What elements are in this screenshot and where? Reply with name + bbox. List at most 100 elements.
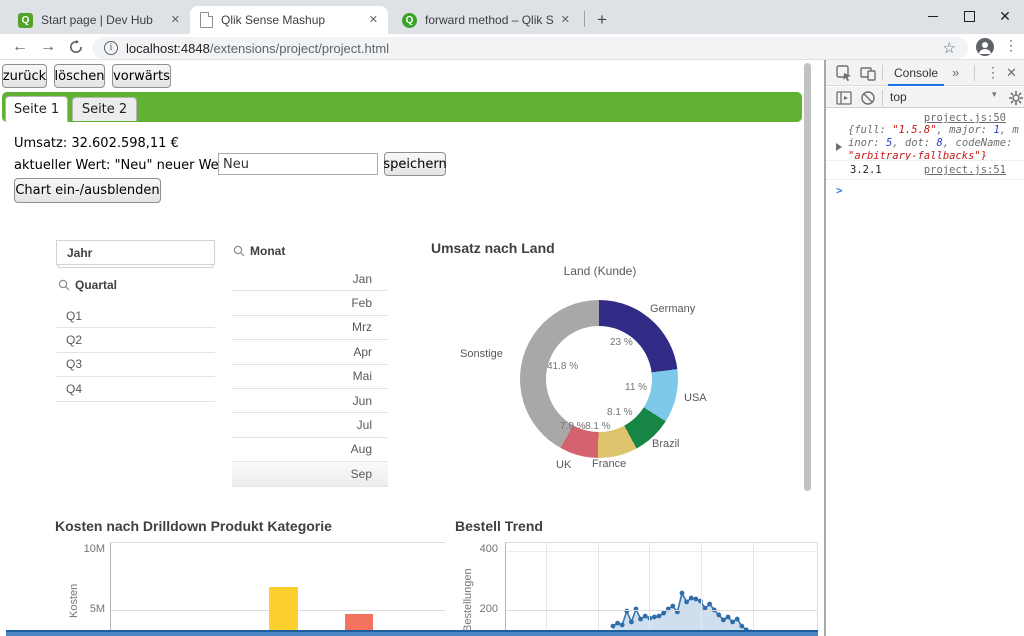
- more-tabs-icon[interactable]: »: [952, 65, 960, 80]
- donut-label: UK: [556, 459, 572, 471]
- url-text[interactable]: localhost:4848/extensions/project/projec…: [126, 40, 390, 56]
- qlik-devhub-favicon-icon: Q: [18, 12, 33, 28]
- list-item[interactable]: Sep: [232, 462, 388, 487]
- browser-tab-mashup[interactable]: Qlik Sense Mashup ✕: [190, 6, 388, 34]
- donut-label: USA: [684, 392, 707, 404]
- devtools-menu-icon[interactable]: ⋮: [986, 64, 1000, 80]
- donut-label: Germany: [650, 303, 696, 315]
- expand-object-icon[interactable]: [835, 143, 843, 151]
- toolbar-separator: [974, 65, 975, 81]
- tab-seite-2[interactable]: Seite 2: [72, 97, 137, 121]
- gridline: [598, 543, 599, 636]
- address-bar[interactable]: i localhost:4848/extensions/project/proj…: [92, 37, 968, 59]
- filter-jahr[interactable]: Jahr: [56, 240, 215, 265]
- search-icon: [58, 279, 70, 291]
- console-sidebar-icon[interactable]: [836, 90, 852, 106]
- reload-icon[interactable]: [64, 36, 88, 58]
- list-item[interactable]: Jan: [232, 267, 388, 292]
- close-tab-icon[interactable]: ✕: [170, 13, 180, 26]
- browser-tab-help[interactable]: Q forward method – Qlik Sense De ✕: [392, 6, 580, 34]
- bookmark-star-icon[interactable]: ☆: [942, 40, 956, 57]
- close-tab-icon[interactable]: ✕: [560, 13, 570, 26]
- devtools-close-icon[interactable]: ✕: [1006, 65, 1017, 80]
- donut-label: France: [592, 458, 627, 470]
- line-chart-plot[interactable]: [505, 542, 818, 636]
- tab-title: forward method – Qlik Sense De: [425, 13, 553, 27]
- list-item[interactable]: Apr: [232, 340, 388, 365]
- filter-quartal-header[interactable]: Quartal: [58, 278, 117, 292]
- minimize-window-icon[interactable]: [916, 0, 950, 32]
- donut-label: Brazil: [652, 438, 680, 450]
- console-prompt-icon[interactable]: >: [836, 184, 843, 197]
- donut-dimension-label: Land (Kunde): [563, 264, 637, 278]
- list-item[interactable]: Mrz: [232, 316, 388, 341]
- browser-menu-icon[interactable]: ⋮: [1004, 37, 1018, 53]
- neuer-wert-input[interactable]: [218, 153, 378, 175]
- list-item[interactable]: Feb: [232, 291, 388, 316]
- inspect-element-icon[interactable]: [836, 65, 852, 81]
- back-icon[interactable]: ←: [12, 38, 28, 55]
- list-item[interactable]: Aug: [232, 438, 388, 463]
- list-item[interactable]: Q2: [56, 328, 215, 353]
- filter-jahr-stack-edge: [58, 265, 213, 268]
- maximize-window-icon[interactable]: [952, 0, 986, 32]
- list-item[interactable]: Mai: [232, 365, 388, 389]
- context-selector[interactable]: top: [890, 90, 907, 104]
- list-item[interactable]: Q1: [56, 304, 215, 329]
- gridline: [546, 543, 547, 636]
- toggle-chart-button[interactable]: Chart ein-/ausblenden: [14, 178, 161, 203]
- gridline: [649, 543, 650, 636]
- donut-percent: 8.1 %: [607, 407, 633, 418]
- filter-monat-header[interactable]: Monat: [233, 244, 285, 258]
- save-button[interactable]: speichern: [383, 152, 447, 176]
- forward-button[interactable]: vorwärts: [112, 64, 171, 88]
- list-item[interactable]: Q4: [56, 377, 215, 402]
- list-item[interactable]: Jul: [232, 413, 388, 438]
- bar-chart-ylabel: Kosten: [68, 583, 80, 618]
- bar-chart-title: Kosten nach Drilldown Produkt Kategorie: [55, 518, 332, 534]
- bar[interactable]: [269, 587, 298, 636]
- devtools-console-tab[interactable]: Console: [894, 66, 939, 80]
- tab-seite-1[interactable]: Seite 1: [5, 96, 68, 122]
- line-chart-title: Bestell Trend: [455, 518, 543, 534]
- console-source-link[interactable]: project.js:51: [923, 164, 1006, 176]
- y-tick: 400: [479, 543, 498, 555]
- list-item[interactable]: Q3: [56, 353, 215, 378]
- gridline: [753, 543, 754, 636]
- toolbar-separator: [882, 65, 883, 81]
- gridline: [701, 543, 702, 636]
- list-item[interactable]: Jun: [232, 389, 388, 414]
- forward-icon[interactable]: →: [40, 38, 56, 55]
- console-entry-separator: [826, 179, 1024, 180]
- donut-percent: 8.1 %: [585, 421, 611, 432]
- quartal-list: Q1 Q2 Q3 Q4: [56, 304, 215, 402]
- console-toolbar: top ▾: [826, 87, 1024, 108]
- line-chart-ylabel: Bestellungen: [462, 568, 474, 632]
- clear-button[interactable]: löschen: [54, 64, 105, 88]
- trend-line-chart: [610, 590, 754, 636]
- devtools-main-toolbar: Console » ⋮ ✕: [826, 60, 1024, 86]
- bar-chart-plot[interactable]: [110, 542, 445, 636]
- chevron-down-icon[interactable]: ▾: [992, 89, 997, 99]
- back-button[interactable]: zurück: [2, 64, 47, 88]
- donut-percent: 23 %: [610, 337, 633, 348]
- new-tab-button[interactable]: +: [597, 10, 607, 29]
- clipped-bottom-element: [6, 630, 818, 636]
- browser-tab-devhub[interactable]: Q Start page | Dev Hub ✕: [8, 6, 190, 34]
- page-scrollbar[interactable]: [804, 63, 811, 491]
- close-tab-icon[interactable]: ✕: [368, 13, 378, 26]
- filter-monat-title: Monat: [250, 244, 286, 258]
- close-window-icon[interactable]: ✕: [999, 7, 1011, 24]
- device-toolbar-icon[interactable]: [860, 65, 876, 81]
- y-tick: 10M: [83, 543, 105, 555]
- settings-gear-icon[interactable]: [1008, 90, 1024, 106]
- clear-console-icon[interactable]: [860, 90, 876, 106]
- wert-label: aktueller Wert: "Neu" neuer Wert:: [14, 158, 234, 173]
- console-source-link[interactable]: project.js:50: [923, 112, 1006, 124]
- donut-chart-title: Umsatz nach Land: [431, 240, 555, 256]
- profile-avatar[interactable]: [976, 38, 994, 56]
- info-icon[interactable]: i: [104, 41, 118, 55]
- monat-list: Jan Feb Mrz Apr Mai Jun Jul Aug Sep: [232, 267, 388, 487]
- object-preview[interactable]: {full: "1.5.8", major: 1, m inor: 5, dot:…: [848, 124, 1019, 162]
- donut-label: Sonstige: [460, 348, 503, 360]
